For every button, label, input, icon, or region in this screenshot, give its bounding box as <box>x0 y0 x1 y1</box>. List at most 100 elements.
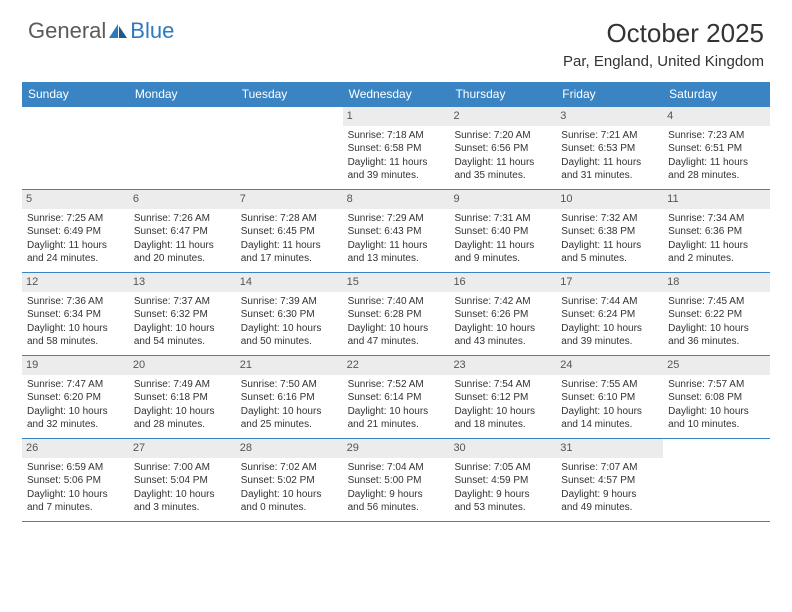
daylight1-text: Daylight: 10 hours <box>27 405 124 419</box>
daylight1-text: Daylight: 10 hours <box>348 322 445 336</box>
sunrise-text: Sunrise: 7:04 AM <box>348 461 445 475</box>
week-row: 26Sunrise: 6:59 AMSunset: 5:06 PMDayligh… <box>22 438 770 522</box>
sunrise-text: Sunrise: 7:50 AM <box>241 378 338 392</box>
daylight1-text: Daylight: 11 hours <box>348 156 445 170</box>
day-number: 28 <box>236 439 343 458</box>
day-number: 22 <box>343 356 450 375</box>
day-cell: 7Sunrise: 7:28 AMSunset: 6:45 PMDaylight… <box>236 190 343 272</box>
day-number: 17 <box>556 273 663 292</box>
day-cell: 3Sunrise: 7:21 AMSunset: 6:53 PMDaylight… <box>556 107 663 189</box>
day-cell: 10Sunrise: 7:32 AMSunset: 6:38 PMDayligh… <box>556 190 663 272</box>
daylight1-text: Daylight: 9 hours <box>348 488 445 502</box>
daylight2-text: and 43 minutes. <box>454 335 551 349</box>
daylight2-text: and 24 minutes. <box>27 252 124 266</box>
daylight2-text: and 7 minutes. <box>27 501 124 515</box>
day-number: 26 <box>22 439 129 458</box>
sail-icon <box>108 23 128 39</box>
daylight2-text: and 58 minutes. <box>27 335 124 349</box>
day-number: 8 <box>343 190 450 209</box>
sunrise-text: Sunrise: 7:25 AM <box>27 212 124 226</box>
day-cell: 31Sunrise: 7:07 AMSunset: 4:57 PMDayligh… <box>556 439 663 521</box>
daylight2-text: and 13 minutes. <box>348 252 445 266</box>
day-number: 5 <box>22 190 129 209</box>
day-number: 13 <box>129 273 236 292</box>
day-header: Thursday <box>449 82 556 106</box>
daylight2-text: and 50 minutes. <box>241 335 338 349</box>
daylight2-text: and 2 minutes. <box>668 252 765 266</box>
day-number: 4 <box>663 107 770 126</box>
sunset-text: Sunset: 6:14 PM <box>348 391 445 405</box>
location-label: Par, England, United Kingdom <box>563 53 764 70</box>
day-number: 24 <box>556 356 663 375</box>
daylight2-text: and 10 minutes. <box>668 418 765 432</box>
day-cell: 1Sunrise: 7:18 AMSunset: 6:58 PMDaylight… <box>343 107 450 189</box>
day-cell: 30Sunrise: 7:05 AMSunset: 4:59 PMDayligh… <box>449 439 556 521</box>
day-cell: 8Sunrise: 7:29 AMSunset: 6:43 PMDaylight… <box>343 190 450 272</box>
sunset-text: Sunset: 6:12 PM <box>454 391 551 405</box>
daylight2-text: and 39 minutes. <box>561 335 658 349</box>
day-cell: 19Sunrise: 7:47 AMSunset: 6:20 PMDayligh… <box>22 356 129 438</box>
daylight1-text: Daylight: 11 hours <box>27 239 124 253</box>
daylight1-text: Daylight: 9 hours <box>561 488 658 502</box>
day-number: 2 <box>449 107 556 126</box>
sunrise-text: Sunrise: 7:07 AM <box>561 461 658 475</box>
calendar: SundayMondayTuesdayWednesdayThursdayFrid… <box>22 82 770 522</box>
sunrise-text: Sunrise: 7:34 AM <box>668 212 765 226</box>
daylight1-text: Daylight: 10 hours <box>241 405 338 419</box>
sunset-text: Sunset: 6:34 PM <box>27 308 124 322</box>
day-cell: 26Sunrise: 6:59 AMSunset: 5:06 PMDayligh… <box>22 439 129 521</box>
daylight1-text: Daylight: 11 hours <box>454 156 551 170</box>
sunset-text: Sunset: 6:28 PM <box>348 308 445 322</box>
sunset-text: Sunset: 6:10 PM <box>561 391 658 405</box>
daylight2-text: and 39 minutes. <box>348 169 445 183</box>
daylight2-text: and 9 minutes. <box>454 252 551 266</box>
day-cell: 4Sunrise: 7:23 AMSunset: 6:51 PMDaylight… <box>663 107 770 189</box>
day-number: 9 <box>449 190 556 209</box>
sunrise-text: Sunrise: 7:28 AM <box>241 212 338 226</box>
week-row: 19Sunrise: 7:47 AMSunset: 6:20 PMDayligh… <box>22 355 770 438</box>
logo-text-general: General <box>28 18 106 44</box>
sunset-text: Sunset: 6:40 PM <box>454 225 551 239</box>
daylight1-text: Daylight: 10 hours <box>454 322 551 336</box>
day-cell: 20Sunrise: 7:49 AMSunset: 6:18 PMDayligh… <box>129 356 236 438</box>
day-cell: 9 Sunrise: 7:31 AMSunset: 6:40 PMDaylight… <box>449 190 556 272</box>
day-cell: 21Sunrise: 7:50 AMSunset: 6:16 PMDayligh… <box>236 356 343 438</box>
daylight2-text: and 0 minutes. <box>241 501 338 515</box>
daylight1-text: Daylight: 10 hours <box>454 405 551 419</box>
daylight2-text: and 5 minutes. <box>561 252 658 266</box>
day-number: 14 <box>236 273 343 292</box>
daylight2-text: and 21 minutes. <box>348 418 445 432</box>
sunset-text: Sunset: 6:20 PM <box>27 391 124 405</box>
daylight2-text: and 17 minutes. <box>241 252 338 266</box>
sunrise-text: Sunrise: 7:55 AM <box>561 378 658 392</box>
title-block: October 2025 Par, England, United Kingdo… <box>563 18 764 70</box>
sunset-text: Sunset: 6:18 PM <box>134 391 231 405</box>
sunrise-text: Sunrise: 7:39 AM <box>241 295 338 309</box>
day-cell <box>22 107 129 189</box>
week-row: 12Sunrise: 7:36 AMSunset: 6:34 PMDayligh… <box>22 272 770 355</box>
sunrise-text: Sunrise: 7:26 AM <box>134 212 231 226</box>
day-number: 25 <box>663 356 770 375</box>
sunset-text: Sunset: 6:51 PM <box>668 142 765 156</box>
daylight1-text: Daylight: 10 hours <box>134 488 231 502</box>
sunset-text: Sunset: 6:08 PM <box>668 391 765 405</box>
daylight1-text: Daylight: 10 hours <box>561 405 658 419</box>
week-row: 5Sunrise: 7:25 AMSunset: 6:49 PMDaylight… <box>22 189 770 272</box>
day-number: 27 <box>129 439 236 458</box>
sunrise-text: Sunrise: 7:20 AM <box>454 129 551 143</box>
sunrise-text: Sunrise: 7:29 AM <box>348 212 445 226</box>
sunset-text: Sunset: 4:59 PM <box>454 474 551 488</box>
day-header: Saturday <box>663 82 770 106</box>
sunrise-text: Sunrise: 7:44 AM <box>561 295 658 309</box>
daylight1-text: Daylight: 11 hours <box>668 239 765 253</box>
sunrise-text: Sunrise: 7:02 AM <box>241 461 338 475</box>
daylight2-text: and 18 minutes. <box>454 418 551 432</box>
daylight1-text: Daylight: 11 hours <box>241 239 338 253</box>
sunrise-text: Sunrise: 7:31 AM <box>454 212 551 226</box>
week-row: 1Sunrise: 7:18 AMSunset: 6:58 PMDaylight… <box>22 106 770 189</box>
daylight1-text: Daylight: 10 hours <box>134 322 231 336</box>
daylight1-text: Daylight: 10 hours <box>27 322 124 336</box>
day-cell: 23Sunrise: 7:54 AMSunset: 6:12 PMDayligh… <box>449 356 556 438</box>
daylight1-text: Daylight: 11 hours <box>454 239 551 253</box>
day-cell: 27Sunrise: 7:00 AMSunset: 5:04 PMDayligh… <box>129 439 236 521</box>
